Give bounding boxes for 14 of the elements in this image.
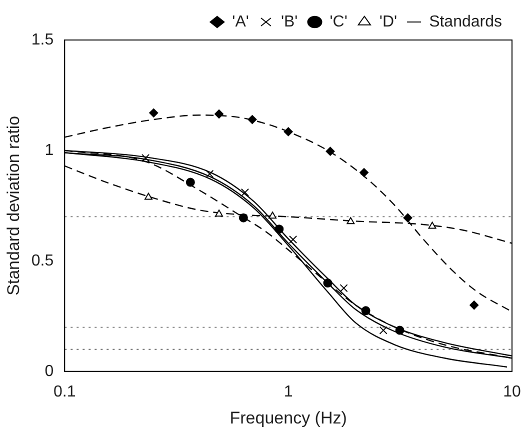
- y-tick-label: 1.5: [31, 31, 54, 48]
- x-axis-title: Frequency (Hz): [230, 408, 347, 428]
- x-tick-label: 10: [503, 383, 521, 400]
- y-tick-label: 1: [44, 142, 54, 159]
- legend-label: 'A': [232, 13, 249, 30]
- x-tick-label: 1: [284, 383, 293, 400]
- legend-label: 'C': [330, 13, 348, 30]
- y-axis-title: Standard deviation ratio: [4, 116, 23, 296]
- legend-label: 'B': [280, 13, 298, 30]
- legend-label: Standards: [429, 13, 502, 30]
- y-tick-label: 0.5: [31, 252, 54, 270]
- legend-label: 'D': [379, 13, 398, 30]
- x-tick-label: 0.1: [54, 383, 76, 400]
- y-tick-label: 0: [44, 362, 54, 380]
